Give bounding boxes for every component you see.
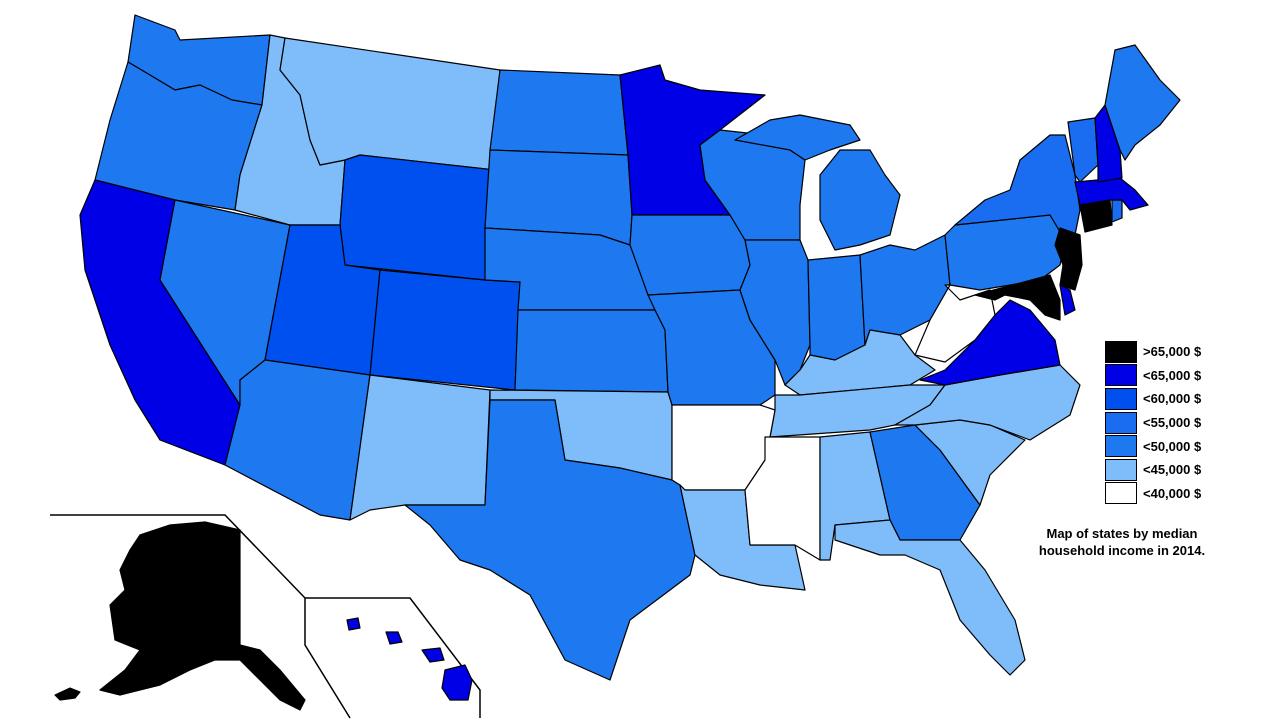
legend-swatch: [1105, 482, 1137, 505]
state-michigan-up: [734, 114, 861, 161]
state-north-dakota: [489, 69, 629, 156]
state-massachusetts: [1074, 177, 1149, 211]
legend-label: <45,000 $: [1143, 462, 1202, 478]
state-arizona: [224, 359, 371, 521]
legend: >65,000 $ <65,000 $ <60,000 $ <55,000 $ <50,…: [1105, 340, 1235, 505]
legend-label: <65,000 $: [1143, 367, 1202, 383]
legend-item: <65,000 $: [1105, 364, 1235, 388]
legend-swatch: [1105, 458, 1137, 481]
legend-item: <50,000 $: [1105, 434, 1235, 458]
legend-swatch: [1105, 411, 1137, 434]
state-hawaii-big: [441, 664, 473, 701]
legend-swatch: [1105, 364, 1137, 387]
state-vermont: [1067, 117, 1099, 183]
legend-label: >65,000 $: [1143, 344, 1202, 360]
state-north-carolina: [894, 364, 1081, 441]
state-virginia: [919, 299, 1061, 386]
hawaii-inset-border: [305, 597, 481, 718]
state-colorado: [369, 269, 521, 391]
legend-swatch: [1105, 340, 1137, 363]
legend-item: <60,000 $: [1105, 387, 1235, 411]
state-maryland: [974, 274, 1061, 321]
legend-label: <50,000 $: [1143, 438, 1202, 454]
state-alaska: [99, 521, 306, 711]
map-caption: Map of states by median household income…: [1022, 525, 1222, 559]
legend-swatch: [1105, 387, 1137, 410]
state-indiana: [807, 254, 866, 361]
state-new-jersey: [1054, 227, 1083, 291]
state-hawaii-oahu: [385, 631, 403, 645]
legend-item: <45,000 $: [1105, 458, 1235, 482]
state-rhode-island: [1111, 199, 1123, 223]
legend-item: >65,000 $: [1105, 340, 1235, 364]
state-new-mexico: [349, 374, 491, 521]
state-west-virginia: [914, 284, 996, 363]
state-iowa: [629, 214, 751, 296]
state-florida: [834, 519, 1026, 676]
state-maine: [1104, 44, 1181, 161]
legend-swatch: [1105, 435, 1137, 458]
state-kentucky: [784, 329, 936, 396]
legend-label: <60,000 $: [1143, 391, 1202, 407]
legend-item: <55,000 $: [1105, 411, 1235, 435]
state-delaware: [1059, 284, 1076, 316]
state-texas: [404, 399, 696, 681]
state-alaska-islands: [54, 687, 81, 701]
legend-label: <55,000 $: [1143, 415, 1202, 431]
caption-line-2: household income in 2014.: [1038, 543, 1206, 558]
state-hawaii-maui: [421, 647, 445, 663]
state-wyoming: [339, 154, 496, 281]
legend-label: <40,000 $: [1143, 485, 1202, 501]
state-kansas: [514, 309, 669, 393]
state-michigan: [819, 149, 901, 251]
state-hawaii-kauai: [346, 617, 361, 631]
caption-line-1: Map of states by median: [1046, 526, 1198, 541]
legend-item: <40,000 $: [1105, 482, 1235, 506]
